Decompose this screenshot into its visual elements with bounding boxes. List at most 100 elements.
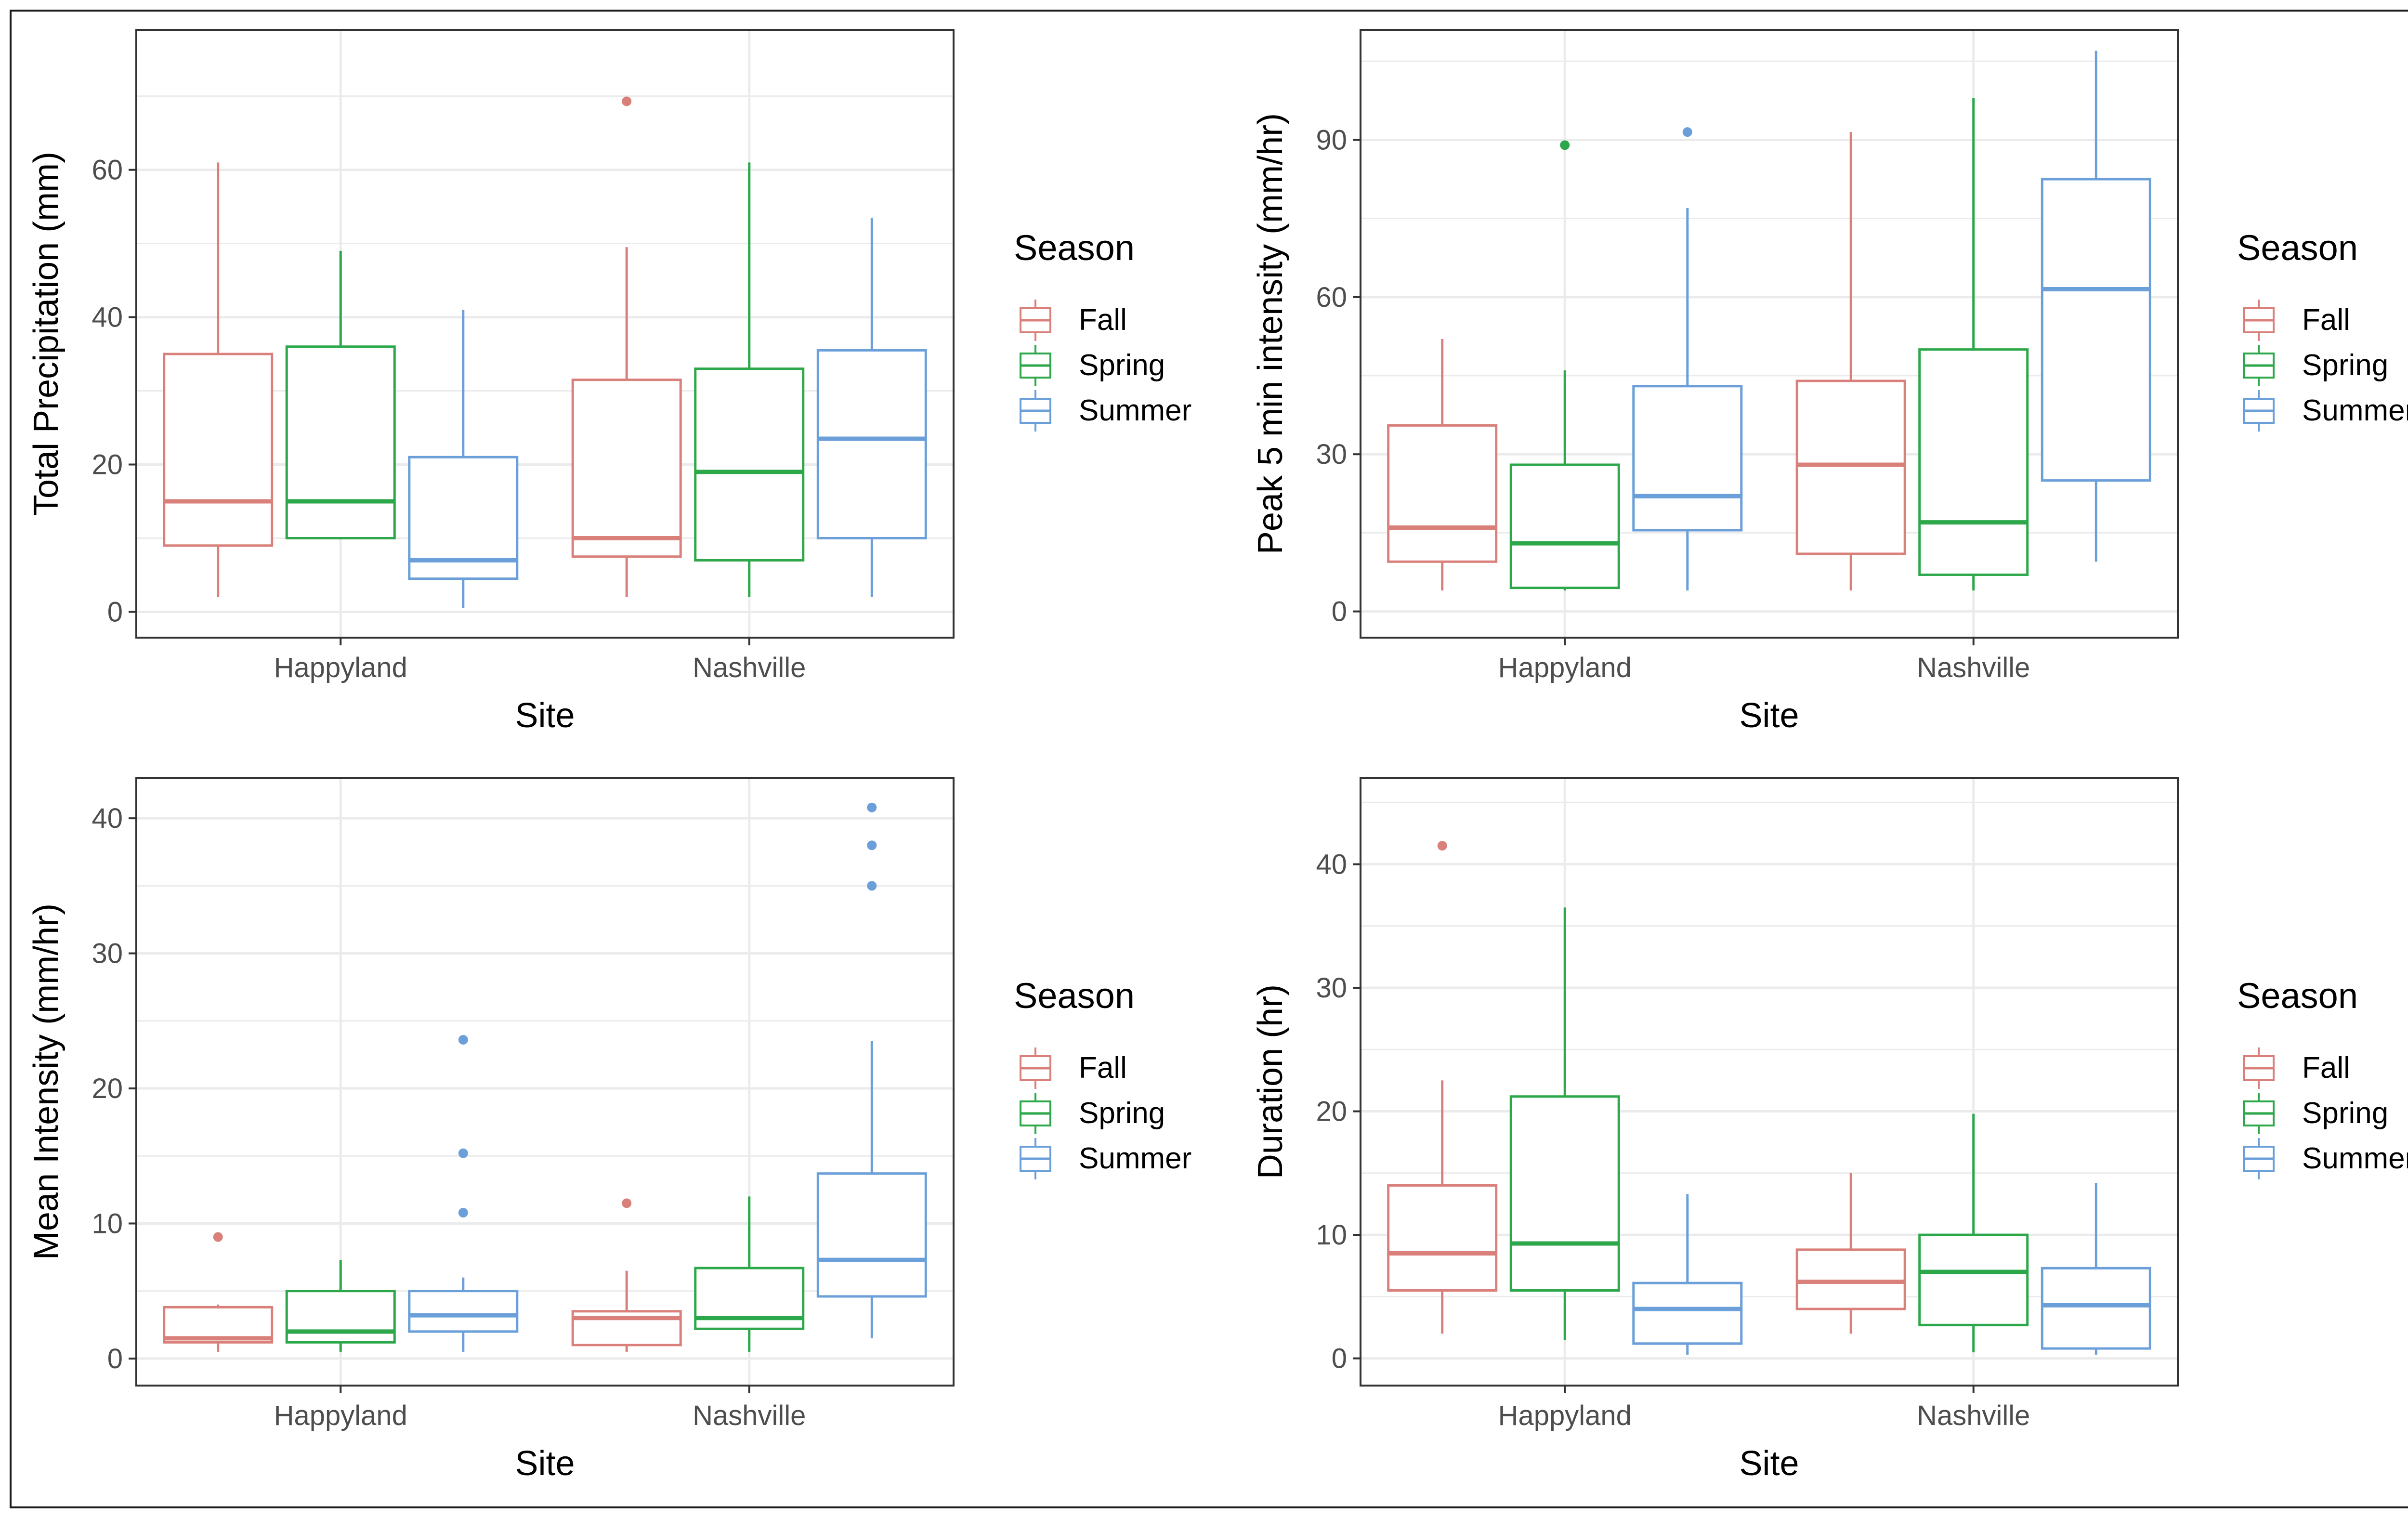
y-axis-title: Total Precipitation (mm) xyxy=(27,152,65,516)
y-tick-label: 0 xyxy=(107,596,123,628)
box-iqr xyxy=(2041,178,2151,482)
outlier-point xyxy=(867,881,877,891)
box-fall-nashville xyxy=(1795,1173,1906,1334)
box-iqr xyxy=(285,345,396,539)
y-tick-label: 30 xyxy=(92,938,123,969)
legend-key-fall xyxy=(2243,1047,2275,1089)
figure-frame xyxy=(10,10,2408,1508)
panel-border xyxy=(135,29,955,639)
y-axis-title: Duration (hr) xyxy=(1251,984,1290,1179)
box-iqr xyxy=(816,1172,927,1298)
y-tick-label: 40 xyxy=(1316,849,1347,880)
outlier-point xyxy=(458,1035,468,1045)
y-tick-label: 30 xyxy=(1316,439,1347,470)
x-tick-label: Happyland xyxy=(1498,652,1632,683)
box-summer-nashville xyxy=(2041,1183,2151,1355)
x-tick-label: Nashville xyxy=(693,652,806,683)
box-iqr xyxy=(1387,424,1498,563)
outlier-point xyxy=(458,1208,468,1218)
outlier-point xyxy=(1437,841,1447,851)
y-tick-label: 20 xyxy=(1316,1096,1347,1127)
legend: Season Fall Spring Summer xyxy=(2237,976,2408,1179)
y-tick-label: 90 xyxy=(1316,124,1347,156)
box-fall-nashville xyxy=(571,1198,682,1352)
box-iqr xyxy=(694,367,805,562)
box-spring-nashville xyxy=(694,162,805,597)
legend-title: Season xyxy=(2237,976,2358,1016)
legend-title: Season xyxy=(2237,228,2358,268)
box-iqr xyxy=(1918,1233,2029,1326)
box-summer-happyland xyxy=(1632,127,1743,591)
box-fall-happyland xyxy=(1387,841,1498,1334)
legend: Season Fall Spring Summer xyxy=(1014,228,1191,432)
x-tick-label: Happyland xyxy=(1498,1400,1632,1431)
y-axis-title: Peak 5 min intensity (mm/hr) xyxy=(1251,113,1290,554)
legend-key-fall xyxy=(1020,1047,1051,1089)
box-summer-nashville xyxy=(2041,51,2151,562)
box-iqr xyxy=(1918,348,2029,576)
y-tick-label: 10 xyxy=(92,1208,123,1239)
legend-key-fall xyxy=(2243,300,2275,341)
outlier-point xyxy=(622,1198,632,1208)
legend-label-spring: Spring xyxy=(1079,349,1165,382)
box-spring-happyland xyxy=(285,250,396,539)
panel-border xyxy=(1360,777,2179,1387)
box-spring-nashville xyxy=(1918,1113,2029,1352)
outlier-point xyxy=(213,1232,223,1242)
outlier-point xyxy=(1560,140,1570,150)
legend-label-fall: Fall xyxy=(1079,1051,1127,1085)
chart-panel-1: 0 20 40 60 Happyland Nashville Site Total Preci… xyxy=(27,29,1191,735)
chart-panel-2: 0 30 60 90 Happyland Nashville Site Peak 5 min … xyxy=(1251,29,2408,735)
x-axis-title: Site xyxy=(515,1444,575,1483)
legend-title: Season xyxy=(1014,228,1135,268)
box-iqr xyxy=(163,353,274,547)
box-fall-happyland xyxy=(163,162,274,597)
legend: Season Fall Spring Summer xyxy=(2237,228,2408,432)
box-summer-nashville xyxy=(816,218,927,597)
legend-label-spring: Spring xyxy=(2302,1097,2388,1130)
y-axis-title: Mean Intensity (mm/hr) xyxy=(27,903,65,1260)
legend-label-summer: Summer xyxy=(1079,1142,1191,1175)
x-tick-label: Nashville xyxy=(1917,652,2030,683)
legend-key-summer xyxy=(2243,390,2275,432)
x-tick-label: Nashville xyxy=(693,1400,806,1431)
legend-key-spring xyxy=(1020,345,1051,386)
x-tick-label: Happyland xyxy=(274,1400,407,1431)
box-iqr xyxy=(2041,1267,2151,1350)
y-tick-label: 20 xyxy=(92,449,123,481)
legend-key-summer xyxy=(1020,1138,1051,1179)
outlier-point xyxy=(867,840,877,851)
y-tick-label: 10 xyxy=(1316,1219,1347,1251)
chart-panel-4: 0 10 20 30 40 Happyland Nashville Site Duration … xyxy=(1251,777,2408,1483)
legend: Season Fall Spring Summer xyxy=(1014,976,1191,1179)
box-fall-nashville xyxy=(1795,132,1906,591)
box-iqr xyxy=(816,349,927,539)
box-iqr xyxy=(1795,380,1906,555)
box-iqr xyxy=(285,1290,396,1344)
box-iqr xyxy=(571,379,682,558)
legend-label-fall: Fall xyxy=(1079,303,1127,337)
legend-label-summer: Summer xyxy=(2302,394,2408,427)
box-spring-happyland xyxy=(1509,907,1620,1340)
legend-label-spring: Spring xyxy=(1079,1097,1165,1130)
box-summer-happyland xyxy=(408,310,519,608)
y-tick-label: 40 xyxy=(92,803,123,834)
legend-label-summer: Summer xyxy=(2302,1142,2408,1175)
box-fall-nashville xyxy=(571,96,682,597)
box-iqr xyxy=(1509,463,1620,589)
y-tick-label: 60 xyxy=(92,155,123,186)
box-iqr xyxy=(408,1290,519,1333)
legend-key-spring xyxy=(2243,1093,2275,1134)
chart-panel-3: 0 10 20 30 40 Happyland Nashville Site Mean Inte… xyxy=(27,777,1191,1483)
legend-key-summer xyxy=(1020,390,1051,432)
box-summer-happyland xyxy=(1632,1194,1743,1355)
box-iqr xyxy=(1387,1184,1498,1292)
box-iqr xyxy=(1795,1248,1906,1310)
legend-key-summer xyxy=(2243,1138,2275,1179)
x-axis-title: Site xyxy=(1739,696,1799,735)
x-axis-title: Site xyxy=(1739,1444,1799,1483)
outlier-point xyxy=(867,802,877,812)
box-iqr xyxy=(1632,1282,1743,1345)
legend-label-fall: Fall xyxy=(2302,303,2350,337)
